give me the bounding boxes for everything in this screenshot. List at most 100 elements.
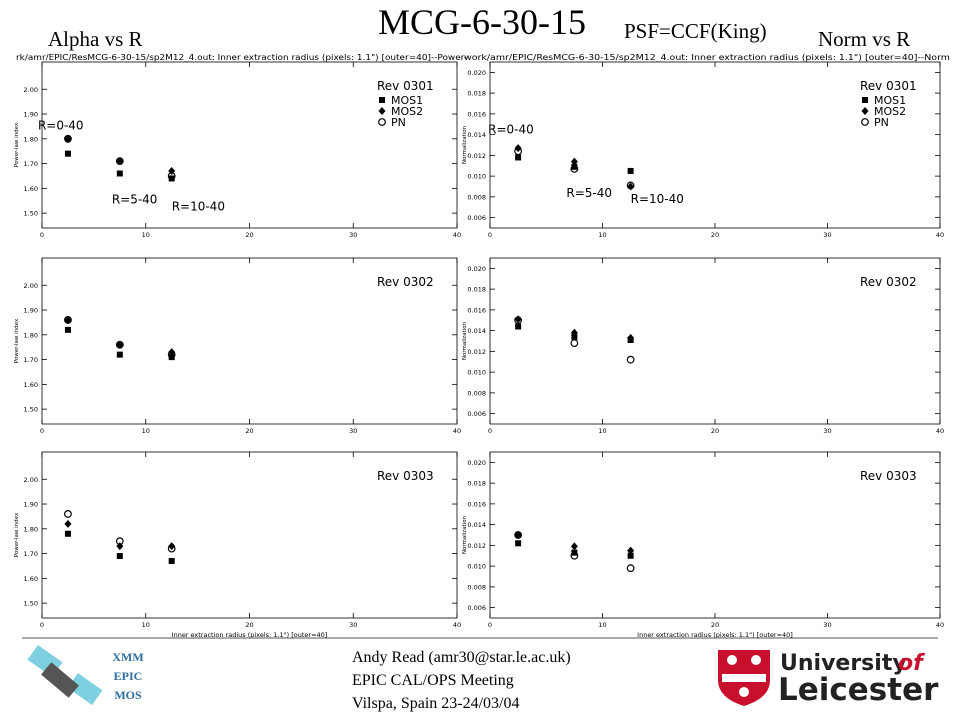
y-tick-label: 0.020 [467, 459, 486, 467]
x-tick-label: 10 [598, 231, 606, 239]
slide-title: MCG-6-30-15 [378, 2, 586, 42]
y-tick-label: 0.006 [467, 604, 486, 612]
annotation: R=10-40 [172, 199, 225, 213]
legend-label: PN [874, 116, 889, 129]
marker-circle [570, 164, 579, 173]
y-axis-label: Normalization [462, 125, 468, 164]
x-tick-label: 20 [711, 231, 719, 239]
marker-square [379, 97, 385, 103]
legend-label: PN [391, 116, 406, 129]
marker-circle [861, 118, 869, 126]
y-axis-label: Normalization [462, 515, 468, 554]
x-tick-label: 40 [453, 621, 461, 629]
y-tick-label: 0.020 [467, 69, 486, 77]
x-tick-label: 30 [823, 427, 831, 435]
marker-square [515, 154, 522, 161]
y-tick-label: 1.80 [24, 331, 38, 339]
y-tick-label: 0.014 [467, 521, 486, 529]
y-tick-label: 0.014 [467, 327, 486, 335]
marker-square [64, 530, 71, 537]
y-tick-label: 0.006 [467, 410, 486, 418]
legend-label: MOS2 [391, 105, 423, 118]
x-tick-label: 0 [40, 427, 44, 435]
y-tick-label: 2.00 [24, 476, 38, 484]
university-name: University [780, 651, 907, 676]
y-tick-label: 0.016 [467, 110, 486, 118]
annotation: R=0-40 [38, 119, 84, 133]
mission-line: EPIC [114, 669, 143, 683]
marker-circle [514, 531, 523, 539]
author-line: Vilspa, Spain 23-24/03/04 [352, 695, 519, 712]
marker-square [64, 326, 71, 333]
marker-circle [115, 340, 124, 349]
y-tick-label: 0.018 [467, 286, 486, 294]
x-axis-label: Inner extraction radius (pixels: 1.1") [… [637, 631, 793, 639]
x-tick-label: 30 [823, 231, 831, 239]
marker-diamond [861, 107, 869, 115]
y-axis-label: Power-law index [14, 122, 20, 167]
y-tick-label: 0.018 [467, 480, 486, 488]
y-tick-label: 0.008 [467, 389, 486, 397]
x-tick-label: 40 [453, 231, 461, 239]
y-tick-label: 1.60 [24, 185, 38, 193]
y-tick-label: 1.70 [24, 356, 38, 364]
marker-square [627, 552, 634, 559]
marker-circle [378, 118, 386, 126]
marker-diamond [116, 157, 124, 166]
plot-header: work/amr/EPIC/ResMCG-6-30-15/sp2M12_4.ou… [464, 53, 950, 62]
marker-diamond [514, 531, 522, 539]
annotation: R=5-40 [566, 186, 612, 200]
author-line: Andy Read (amr30@star.le.ac.uk) [352, 649, 571, 666]
left-label: Alpha vs R [48, 27, 143, 51]
x-tick-label: 0 [488, 231, 492, 239]
y-tick-label: 0.010 [467, 369, 486, 377]
y-axis-label: Power-law index [14, 318, 20, 363]
x-tick-label: 20 [245, 427, 253, 435]
marker-circle [570, 339, 579, 347]
y-tick-label: 1.50 [24, 600, 38, 608]
y-tick-label: 1.50 [24, 210, 38, 218]
x-tick-label: 10 [598, 427, 606, 435]
plot-title: Rev 0302 [860, 275, 917, 289]
marker-diamond [64, 134, 72, 143]
x-tick-label: 10 [142, 621, 150, 629]
y-tick-label: 1.90 [24, 501, 38, 509]
marker-diamond [64, 315, 72, 324]
marker-circle [626, 564, 635, 573]
y-axis-label: Normalization [462, 321, 468, 360]
y-tick-label: 1.70 [24, 160, 38, 168]
y-tick-label: 1.60 [24, 575, 38, 583]
x-tick-label: 0 [40, 231, 44, 239]
y-tick-label: 0.020 [467, 265, 486, 273]
marker-circle [514, 316, 523, 325]
university-name: of [898, 651, 925, 676]
y-axis-label: Power-law index [14, 512, 20, 557]
y-tick-label: 0.016 [467, 306, 486, 314]
x-tick-label: 40 [453, 427, 461, 435]
x-tick-label: 20 [711, 427, 719, 435]
marker-circle [167, 172, 176, 180]
marker-diamond [627, 546, 635, 555]
marker-circle [115, 157, 124, 166]
x-tick-label: 30 [823, 621, 831, 629]
marker-square [168, 558, 175, 565]
marker-square [627, 167, 634, 174]
y-tick-label: 1.80 [24, 525, 38, 533]
right-label: Norm vs R [818, 27, 910, 51]
y-tick-label: 0.010 [467, 563, 486, 571]
x-tick-label: 40 [936, 427, 944, 435]
y-tick-label: 0.010 [467, 173, 486, 181]
annotation: R=0-40 [488, 122, 534, 136]
slide-subtitle: PSF=CCF(King) [624, 19, 767, 43]
marker-square [515, 323, 522, 330]
marker-diamond [627, 333, 635, 342]
legend-label: MOS1 [391, 94, 423, 107]
x-axis-label: Inner extraction radius (pixels: 1.1") [… [172, 631, 328, 639]
y-tick-label: 1.50 [24, 406, 38, 414]
marker-square [168, 354, 175, 361]
marker-circle [64, 316, 72, 324]
x-tick-label: 40 [936, 231, 944, 239]
plot-title: Rev 0303 [860, 469, 917, 483]
x-tick-label: 10 [598, 621, 606, 629]
